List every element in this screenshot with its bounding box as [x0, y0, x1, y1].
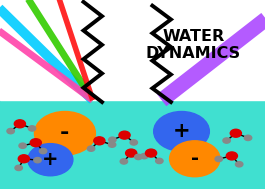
Text: -: - [60, 123, 70, 143]
Circle shape [170, 141, 220, 177]
Circle shape [28, 144, 73, 176]
Circle shape [108, 142, 116, 147]
Bar [0, 100, 265, 189]
Circle shape [14, 120, 25, 128]
Circle shape [244, 135, 252, 140]
Circle shape [154, 112, 209, 151]
Circle shape [223, 138, 230, 143]
Text: +: + [173, 121, 190, 141]
Circle shape [156, 158, 163, 164]
Circle shape [7, 129, 14, 134]
Circle shape [226, 152, 237, 160]
Circle shape [109, 137, 116, 142]
Circle shape [120, 159, 127, 164]
Circle shape [18, 155, 29, 163]
Text: -: - [191, 149, 199, 168]
Circle shape [34, 112, 95, 155]
Circle shape [19, 143, 26, 148]
Circle shape [236, 162, 243, 167]
Circle shape [135, 154, 142, 160]
Circle shape [94, 137, 105, 145]
Circle shape [39, 148, 47, 154]
Circle shape [130, 140, 138, 145]
Circle shape [230, 129, 241, 137]
Text: +: + [42, 150, 59, 169]
Circle shape [87, 146, 95, 151]
Circle shape [119, 131, 130, 139]
Circle shape [34, 157, 41, 163]
Bar [0, 0, 265, 100]
Circle shape [28, 126, 36, 131]
Circle shape [140, 153, 148, 159]
Text: WATER
DYNAMICS: WATER DYNAMICS [146, 29, 241, 61]
Circle shape [215, 156, 223, 162]
Circle shape [145, 149, 157, 157]
Circle shape [30, 139, 41, 147]
Circle shape [15, 165, 23, 170]
Circle shape [126, 149, 137, 157]
